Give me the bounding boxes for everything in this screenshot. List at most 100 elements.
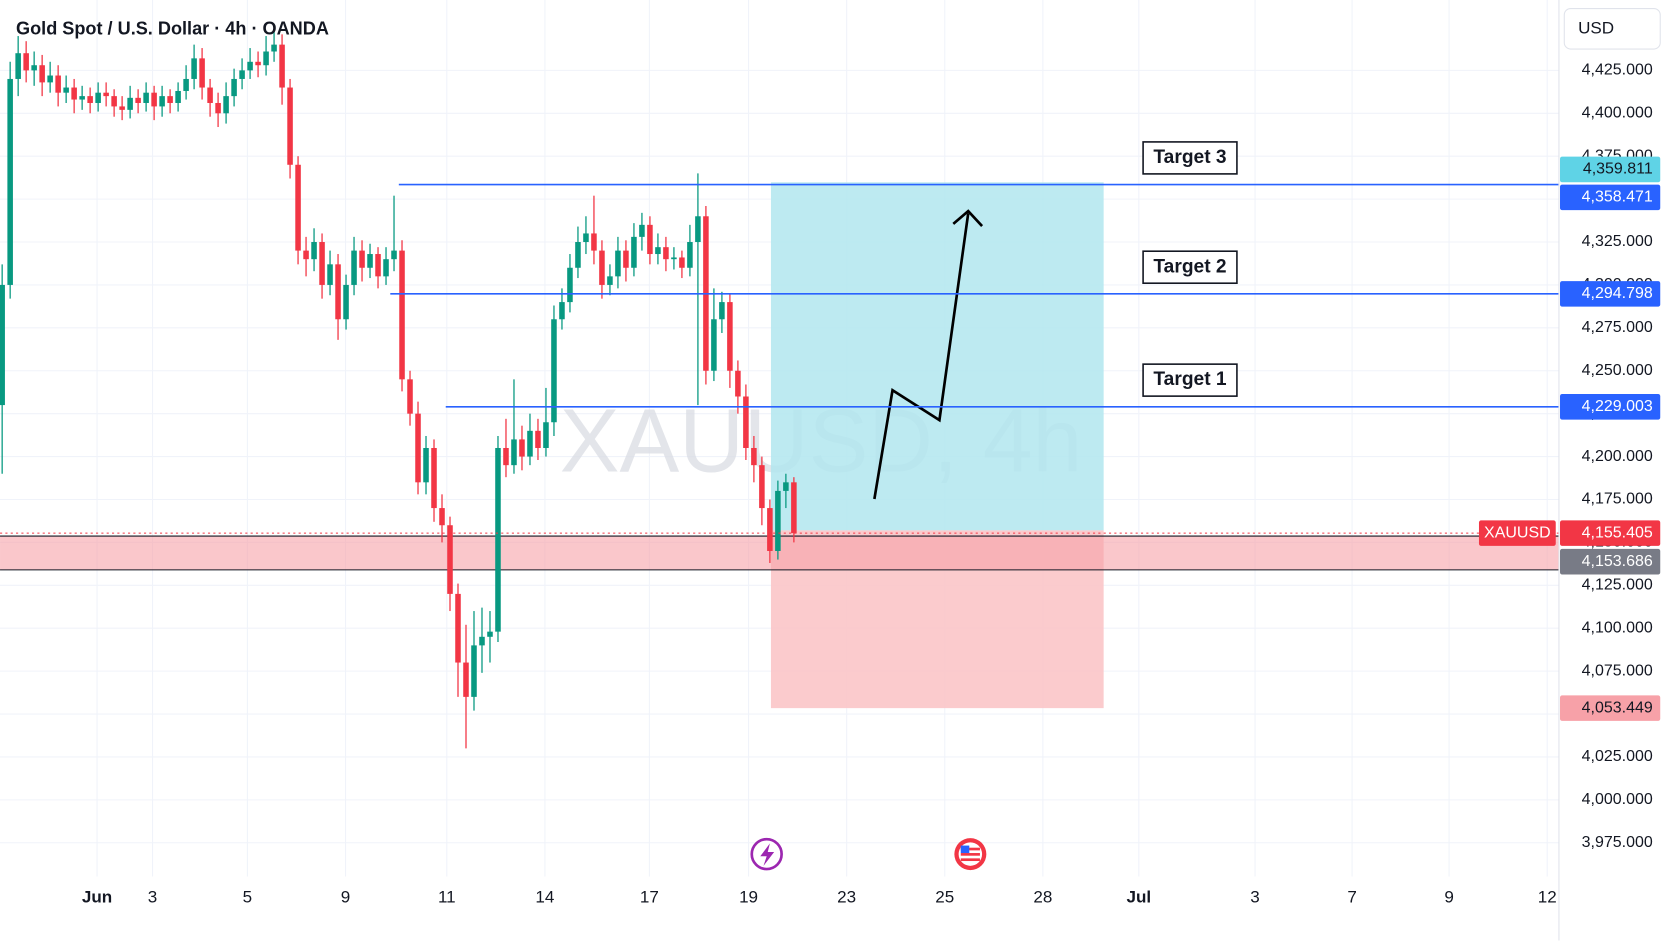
last-price-label-bg <box>1560 520 1661 546</box>
y-tick-label: 4,425.000 <box>1582 62 1653 79</box>
candle-body <box>327 264 333 285</box>
candle-body <box>519 439 525 457</box>
candle-body <box>767 508 773 551</box>
x-tick-label: 17 <box>640 887 659 906</box>
level-price-label-bg <box>1560 393 1661 420</box>
candle-body <box>735 370 741 397</box>
candle-body <box>687 242 693 268</box>
candle-body <box>655 247 661 255</box>
candle-body <box>135 97 141 103</box>
candle-body <box>615 250 621 277</box>
candle-body <box>479 636 485 646</box>
candle-body <box>231 78 237 97</box>
candle-body <box>87 96 93 103</box>
candle-body <box>207 87 213 103</box>
symbol-tag: XAUUSD <box>1484 524 1551 541</box>
y-tick-label: 4,025.000 <box>1582 748 1653 765</box>
target-label-box <box>1142 141 1238 175</box>
candle-body <box>751 447 757 466</box>
x-tick-label: Jul <box>1127 887 1152 906</box>
x-tick-label: 25 <box>935 887 954 906</box>
candle-body <box>71 87 77 100</box>
candle-body <box>647 224 653 255</box>
target-label: Target 2 <box>1153 256 1226 277</box>
y-tick-label: 4,200.000 <box>1582 448 1653 465</box>
candle-body <box>47 75 53 83</box>
candle-body <box>303 250 309 260</box>
candle-body <box>631 236 637 268</box>
candle-body <box>95 92 101 103</box>
x-tick-label: 7 <box>1347 887 1356 906</box>
projection-arrow <box>873 213 970 500</box>
candle-body <box>663 247 669 260</box>
candle-body <box>535 430 541 448</box>
candle-body <box>375 254 381 277</box>
candle-body <box>503 447 509 466</box>
target-price-label-bg <box>1560 156 1661 183</box>
lightning-icon[interactable] <box>750 837 783 871</box>
zone-price-label-bg <box>1560 548 1661 575</box>
candle-body <box>415 413 421 483</box>
candle-body <box>551 319 557 423</box>
candle-body <box>263 51 269 66</box>
candle-body <box>559 302 565 320</box>
level-price-label-bg <box>1560 281 1661 307</box>
candle-body <box>39 65 45 83</box>
candle-body <box>23 53 29 71</box>
candle-body <box>279 44 285 88</box>
candle-body <box>511 439 517 466</box>
x-tick-label: 9 <box>341 887 350 906</box>
candle-body <box>31 65 37 71</box>
y-tick-label: 4,250.000 <box>1582 362 1653 379</box>
candle-body <box>191 58 197 79</box>
x-tick-label: 19 <box>739 887 758 906</box>
candle-body <box>439 508 445 526</box>
currency-label: USD <box>1578 18 1614 37</box>
level-price-label: 4,294.798 <box>1582 285 1653 302</box>
candle-body <box>407 379 413 414</box>
x-tick-label: 23 <box>837 887 856 906</box>
level-price-label: 4,229.003 <box>1582 398 1653 415</box>
y-tick-label: 4,100.000 <box>1582 619 1653 636</box>
candle-body <box>583 233 589 243</box>
candle-body <box>591 233 597 251</box>
candle-body <box>399 250 405 380</box>
candle-body <box>695 216 701 243</box>
y-tick-label: 4,325.000 <box>1582 233 1653 250</box>
candle-body <box>55 75 61 93</box>
level-price-label-bg <box>1560 184 1661 211</box>
target-price-label: 4,359.811 <box>1583 161 1653 178</box>
candle-body <box>119 106 125 110</box>
candle-body <box>143 92 149 103</box>
target-label: Target 3 <box>1153 147 1226 168</box>
candle-body <box>367 254 373 268</box>
x-tick-label: 14 <box>535 887 554 906</box>
currency-button[interactable] <box>1563 7 1661 50</box>
candle-body <box>783 482 789 491</box>
candle-body <box>343 284 349 320</box>
y-tick-label: 4,400.000 <box>1582 105 1653 122</box>
candle-body <box>183 78 189 91</box>
x-tick-label: 3 <box>1250 887 1259 906</box>
arrow-head <box>952 209 984 227</box>
candle-body <box>287 87 293 165</box>
candle-body <box>463 662 469 697</box>
candle-body <box>255 61 261 66</box>
candle-body <box>215 102 221 114</box>
y-tick-label: 3,975.000 <box>1582 834 1653 851</box>
candle-body <box>543 422 549 448</box>
candle-body <box>223 96 229 114</box>
candle-body <box>175 90 181 103</box>
candle-body <box>151 92 157 107</box>
candle-body <box>295 164 301 251</box>
candle-body <box>383 259 389 277</box>
candle-body <box>7 78 13 285</box>
candle-body <box>455 593 461 663</box>
candle-body <box>447 525 453 594</box>
candle-body <box>335 264 341 320</box>
candle-body <box>111 96 117 107</box>
y-tick-label: 4,125.000 <box>1582 577 1653 594</box>
candle-body <box>79 96 85 100</box>
us-event-icon[interactable] <box>954 838 987 871</box>
